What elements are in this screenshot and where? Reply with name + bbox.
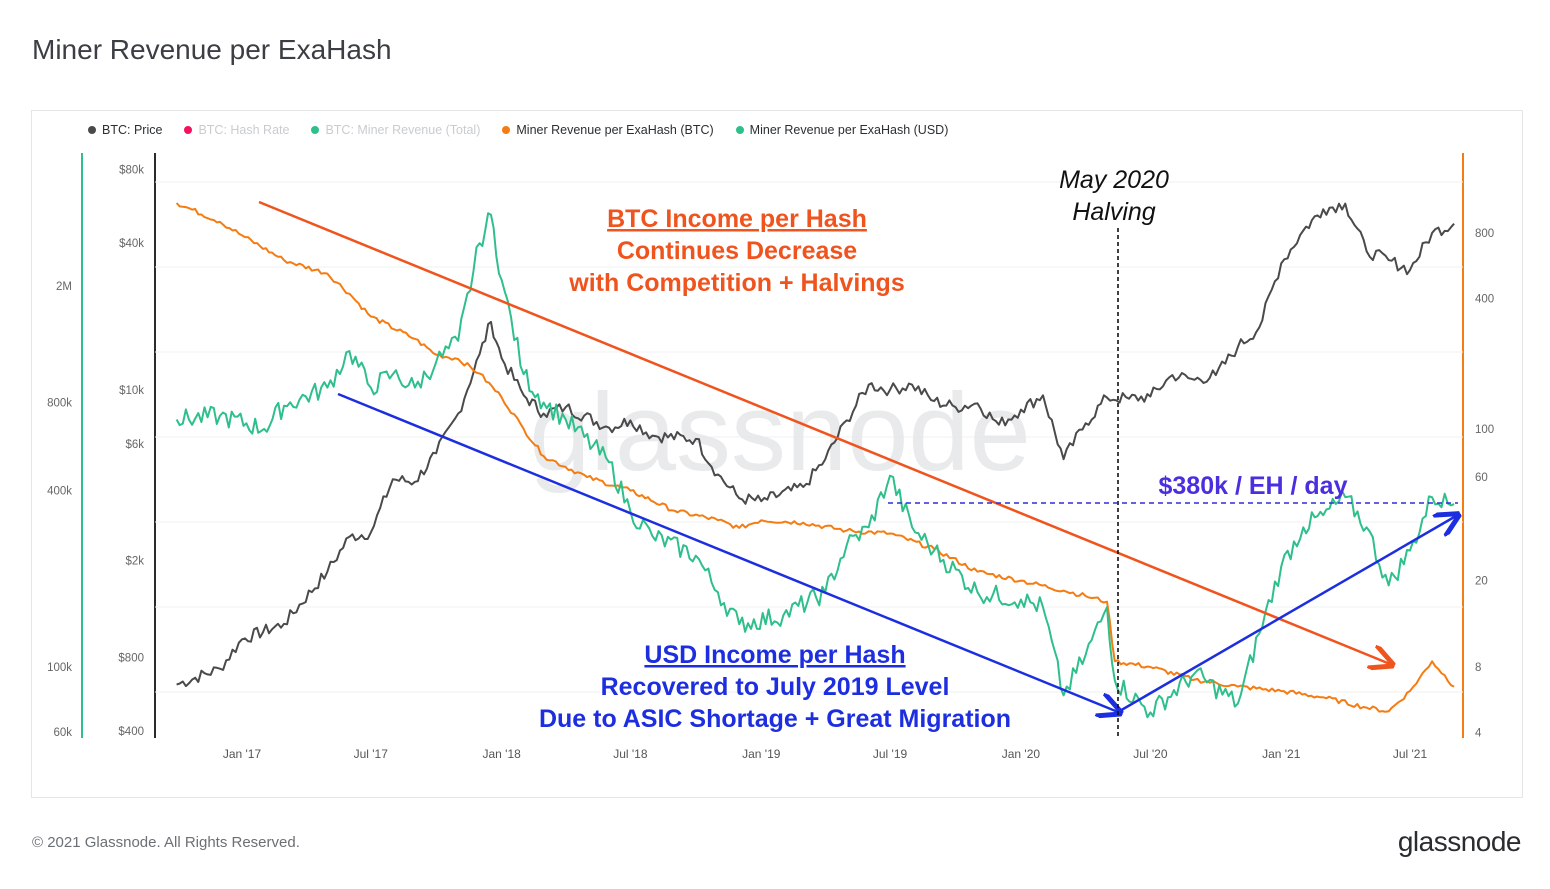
btc-tick-label: 20 bbox=[1475, 576, 1488, 588]
legend-item-revenue-per-eh-btc[interactable]: Miner Revenue per ExaHash (BTC) bbox=[502, 123, 714, 137]
x-tick-label: Jul '21 bbox=[1393, 747, 1428, 761]
btc-tick-label: 60 bbox=[1475, 472, 1488, 484]
halving-annotation: May 2020 bbox=[1059, 166, 1169, 194]
price-tick-label: $80k bbox=[119, 165, 144, 177]
x-tick-label: Jan '21 bbox=[1262, 747, 1301, 761]
x-tick-label: Jul '18 bbox=[613, 747, 648, 761]
btc-tick-label: 8 bbox=[1475, 662, 1481, 674]
page-title: Miner Revenue per ExaHash bbox=[32, 34, 392, 65]
usd-recovery-arrow bbox=[1117, 516, 1456, 714]
x-tick-label: Jan '19 bbox=[742, 747, 781, 761]
legend-label: BTC: Price bbox=[102, 123, 163, 137]
btc-annotation-title: BTC Income per Hash bbox=[607, 205, 867, 233]
series-line bbox=[176, 202, 1455, 688]
legend-item-revenue-per-eh-usd[interactable]: Miner Revenue per ExaHash (USD) bbox=[735, 123, 949, 137]
series-line bbox=[175, 202, 1455, 713]
x-tick-label: Jul '17 bbox=[354, 747, 389, 761]
legend-label: Miner Revenue per ExaHash (BTC) bbox=[516, 123, 714, 137]
usd-tick-label: 60k bbox=[53, 727, 72, 739]
btc-tick-label: 100 bbox=[1475, 424, 1494, 436]
usd-trend-arrow bbox=[337, 392, 1118, 712]
legend-label: BTC: Hash Rate bbox=[198, 123, 290, 137]
btc-tick-label: 400 bbox=[1475, 293, 1494, 305]
legend-item-hash-rate[interactable]: BTC: Hash Rate bbox=[184, 123, 289, 137]
btc-tick-label: 800 bbox=[1475, 228, 1494, 240]
legend-dot bbox=[311, 126, 320, 134]
legend-label: Miner Revenue per ExaHash (USD) bbox=[749, 123, 949, 137]
legend-dot bbox=[735, 126, 744, 134]
legend-item-miner-revenue-total[interactable]: BTC: Miner Revenue (Total) bbox=[311, 123, 480, 137]
chart-frame bbox=[31, 110, 1523, 798]
usd-tick-label: 400k bbox=[47, 486, 72, 498]
usd-annotation-line: Due to ASIC Shortage + Great Migration bbox=[539, 705, 1011, 733]
btc-annotation-line: Continues Decrease bbox=[617, 237, 857, 265]
price-tick-label: $2k bbox=[125, 555, 144, 567]
btc-annotation-line: with Competition + Halvings bbox=[568, 269, 904, 297]
footer-copyright: © 2021 Glassnode. All Rights Reserved. bbox=[32, 834, 300, 851]
legend-dot bbox=[502, 126, 511, 134]
btc-trend-arrow bbox=[258, 200, 1390, 664]
legend-label: BTC: Miner Revenue (Total) bbox=[325, 123, 481, 137]
usd-annotation-title: USD Income per Hash bbox=[644, 641, 905, 669]
price-tick-label: $40k bbox=[119, 238, 144, 250]
legend-item-btc-price[interactable]: BTC: Price bbox=[88, 123, 162, 137]
watermark: glassnode bbox=[529, 371, 1031, 494]
price-tick-label: $10k bbox=[119, 385, 144, 397]
usd-tick-label: 100k bbox=[47, 662, 72, 674]
level-annotation: $380k / EH / day bbox=[1158, 472, 1347, 500]
usd-tick-label: 2M bbox=[56, 281, 72, 293]
x-tick-label: Jul '20 bbox=[1133, 747, 1168, 761]
x-tick-label: Jan '17 bbox=[223, 747, 262, 761]
chart-legend: BTC: Price BTC: Hash Rate BTC: Miner Rev… bbox=[88, 123, 948, 137]
x-tick-label: Jan '18 bbox=[482, 747, 521, 761]
price-tick-label: $6k bbox=[125, 439, 144, 451]
usd-annotation-line: Recovered to July 2019 Level bbox=[601, 673, 950, 701]
glassnode-logo: glassnode bbox=[1397, 826, 1522, 857]
price-tick-label: $400 bbox=[118, 726, 144, 738]
halving-annotation: Halving bbox=[1072, 198, 1155, 226]
x-tick-label: Jan '20 bbox=[1002, 747, 1041, 761]
legend-dot bbox=[88, 126, 96, 134]
btc-tick-label: 4 bbox=[1475, 727, 1482, 739]
price-tick-label: $800 bbox=[118, 653, 144, 665]
x-tick-label: Jul '19 bbox=[873, 747, 908, 761]
legend-dot bbox=[184, 126, 193, 134]
usd-tick-label: 800k bbox=[47, 398, 72, 410]
